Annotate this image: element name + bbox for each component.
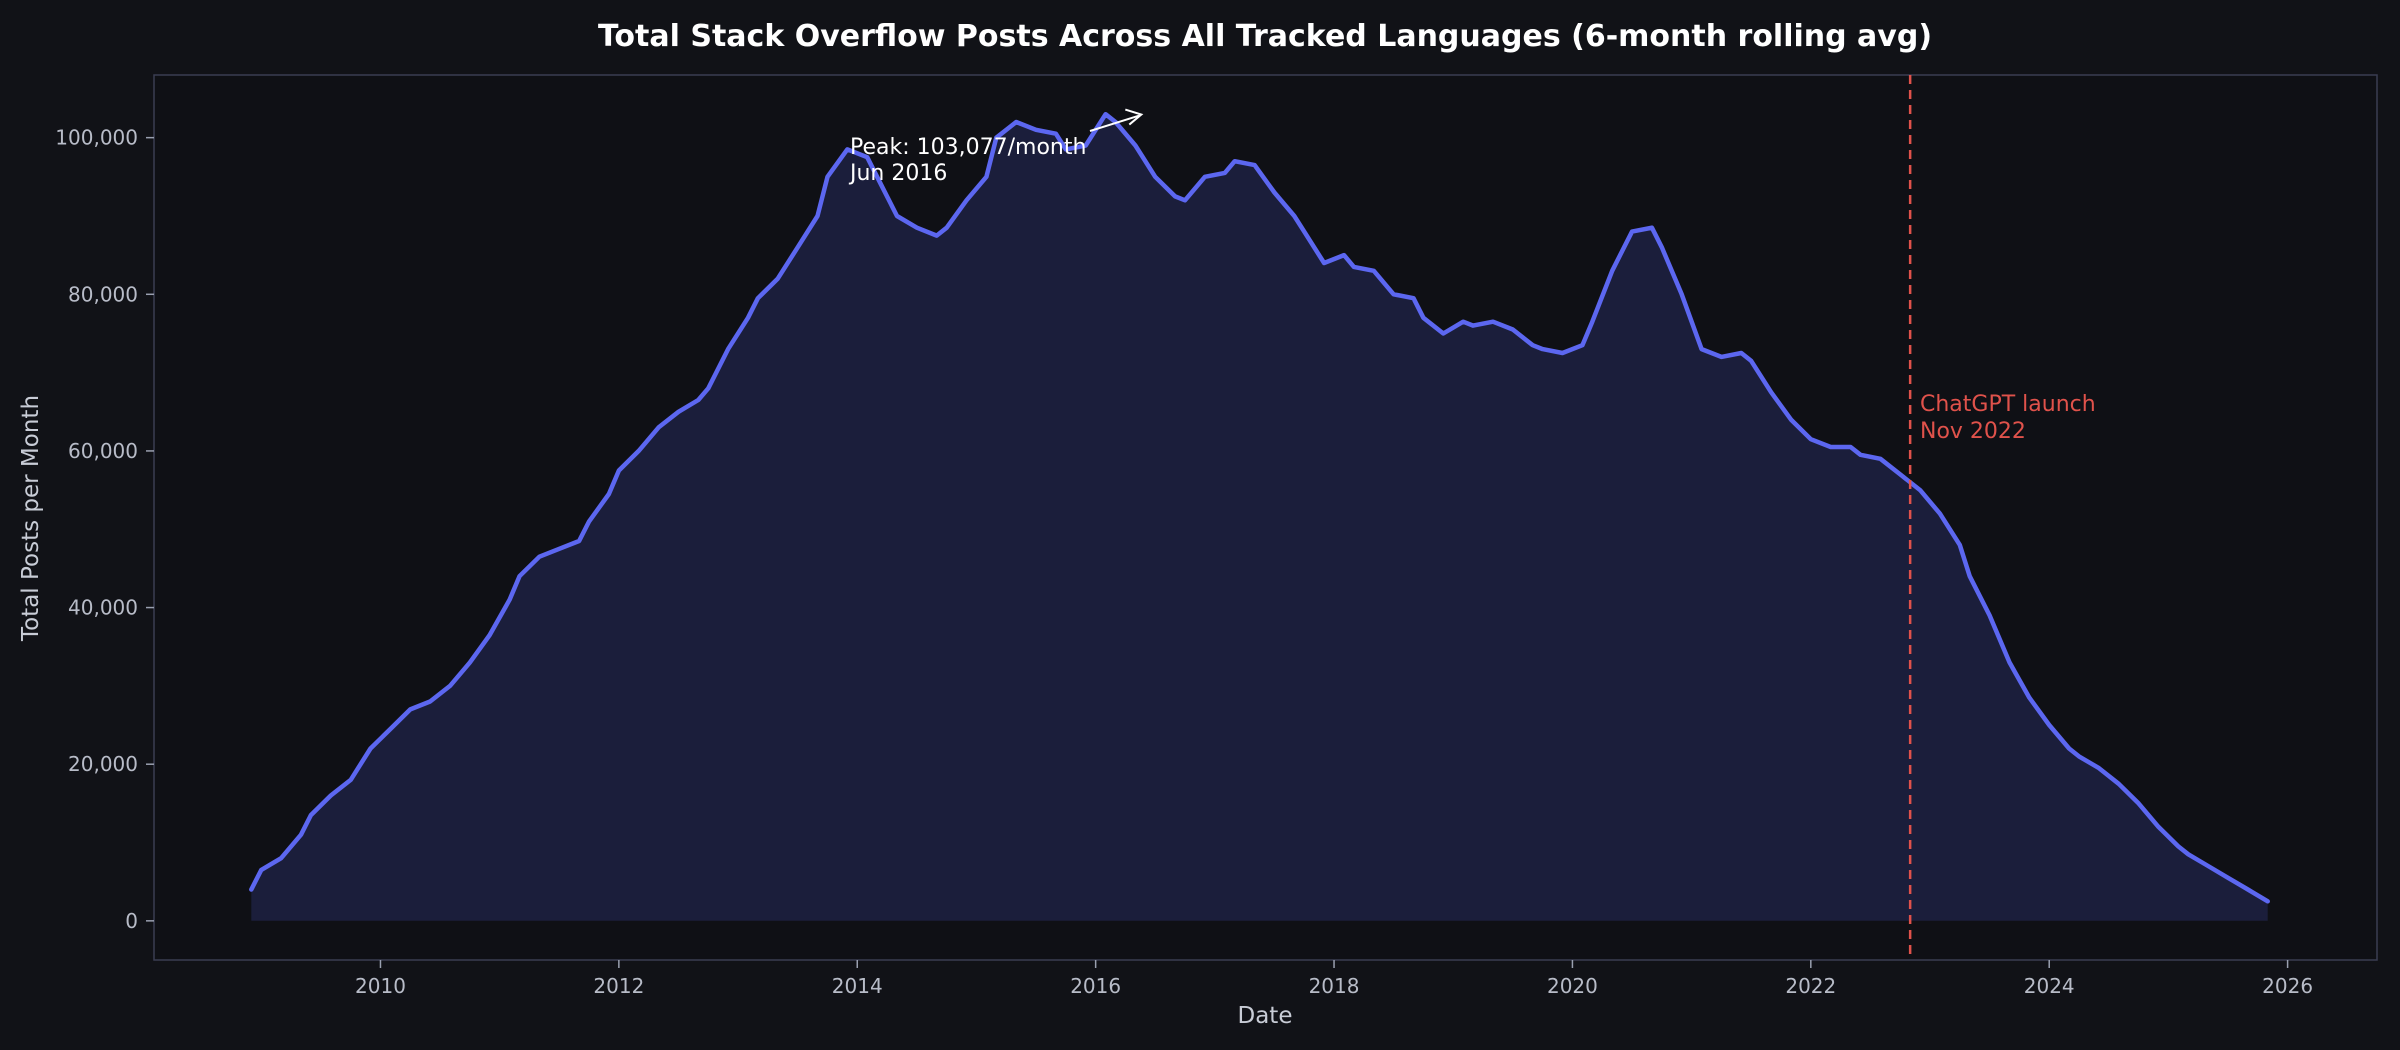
marks-layer	[249, 111, 2270, 904]
series-area-fill	[251, 114, 2268, 921]
x-tick-label: 2022	[1785, 974, 1836, 998]
x-tick-label: 2012	[593, 974, 644, 998]
annotation-layer: Peak: 103,077/month Jun 2016 ChatGPT lau…	[848, 108, 2096, 444]
x-tick-label: 2026	[2262, 974, 2313, 998]
y-tick-label: 20,000	[68, 752, 138, 776]
x-tick-label: 2024	[2024, 974, 2075, 998]
area-layer	[251, 114, 2268, 921]
peak-annotation-line2: Jun 2016	[848, 161, 947, 186]
x-tick-label: 2020	[1547, 974, 1598, 998]
series-line	[249, 111, 2270, 904]
x-tick-label: 2018	[1309, 974, 1360, 998]
peak-annotation-line1: Peak: 103,077/month	[850, 135, 1086, 160]
y-tick-label: 60,000	[68, 439, 138, 463]
x-tick-label: 2010	[355, 974, 406, 998]
x-tick-label: 2016	[1070, 974, 1121, 998]
x-axis: 2010 2012 2014 2016 2018 2020 2022 2024 2026	[355, 960, 2313, 998]
chatgpt-annotation-line2: Nov 2022	[1920, 419, 2026, 444]
y-tick-label: 40,000	[68, 596, 138, 620]
y-tick-label: 0	[125, 909, 138, 933]
y-axis-label: Total Posts per Month	[18, 395, 44, 642]
y-axis: 0 20,000 40,000 60,000 80,000 100,000	[55, 126, 154, 933]
peak-arrow-shaft	[1089, 114, 1140, 132]
y-tick-label: 100,000	[55, 126, 138, 150]
peak-arrow-head	[1125, 108, 1144, 126]
x-tick-label: 2014	[832, 974, 883, 998]
chatgpt-annotation-line1: ChatGPT launch	[1920, 392, 2096, 417]
chart-title: Total Stack Overflow Posts Across All Tr…	[598, 19, 1932, 54]
plot-area: Peak: 103,077/month Jun 2016 ChatGPT lau…	[153, 74, 2378, 961]
x-axis-label: Date	[1238, 1003, 1293, 1029]
y-tick-label: 80,000	[68, 282, 138, 306]
